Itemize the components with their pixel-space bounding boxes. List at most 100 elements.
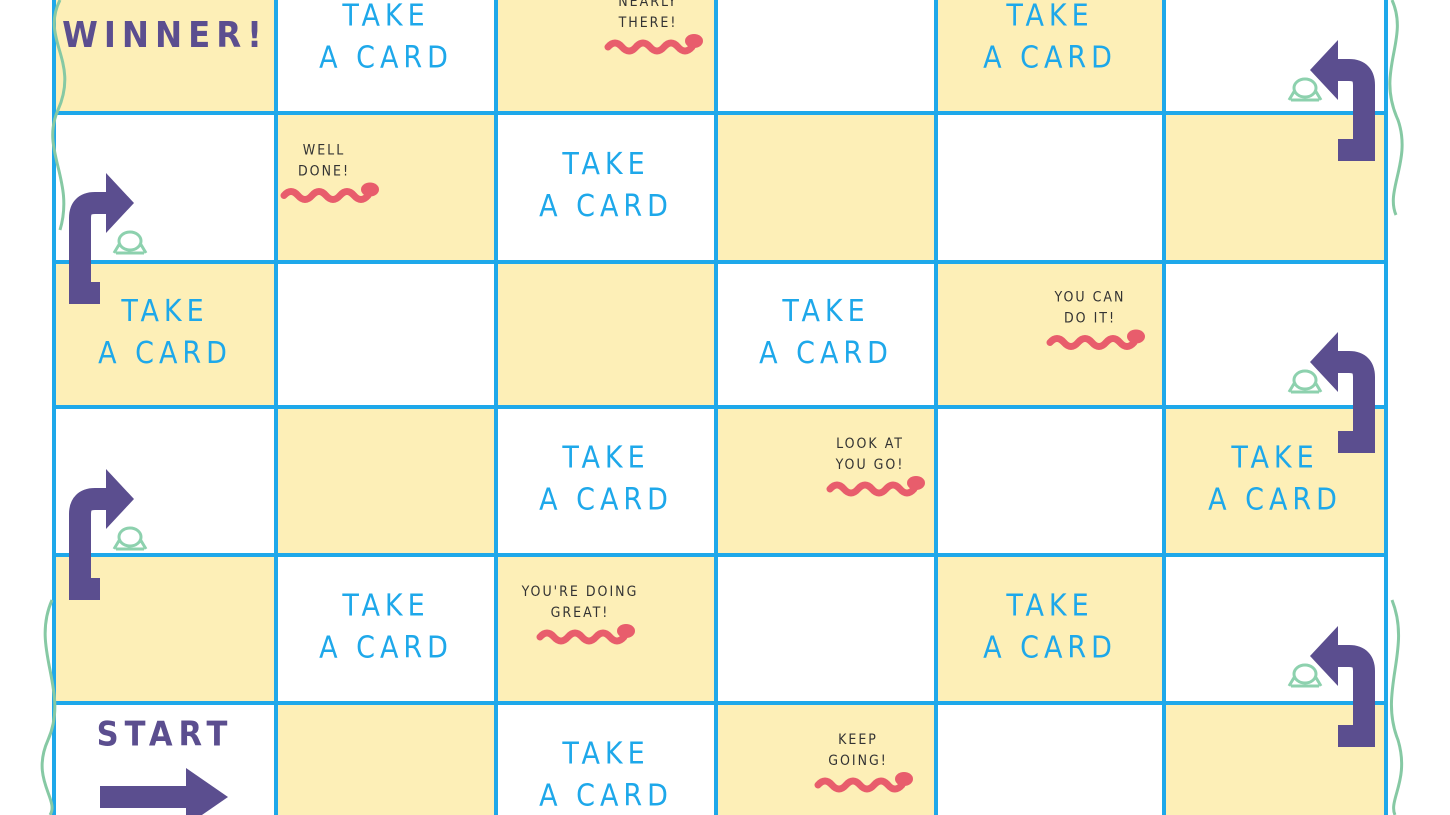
board-cell [716,703,936,815]
board-cell [936,113,1164,262]
board-cell [1164,0,1386,113]
take-card-text: TAKE [1230,441,1318,476]
board-cell [716,262,936,407]
board-cell [936,0,1164,113]
take-card-text: TAKE [561,441,649,476]
message-text: THERE! [618,15,678,31]
take-card-text: TAKE [341,0,429,34]
turn-arrow-head [1310,40,1338,100]
message-text: LOOK AT [836,436,904,452]
board-cell [716,0,936,113]
vine [51,0,67,231]
vine [1389,599,1404,815]
cells [52,0,1388,815]
board-cell [276,262,496,407]
board-cell [716,407,936,555]
take-card-text: TAKE [1005,0,1093,34]
message-text: WELL [303,143,345,159]
turn-arrow-head [1310,332,1338,392]
take-card-text: TAKE [1005,589,1093,624]
labels: WINNER! TAKE A CARD NEARLY THERE! TAKE A CARD W… [62,0,1342,814]
board-cell [1164,113,1386,262]
vines [40,0,1404,815]
decorations [69,34,1375,815]
turn-arrow [69,192,110,304]
board-cell [1164,555,1386,703]
board-cell [54,0,276,113]
take-card-text: TAKE [561,147,649,182]
take-card-text: A CARD [1208,483,1342,518]
board-cell [276,555,496,703]
board-cell [496,113,716,262]
frog [117,230,143,252]
message-text: GREAT! [551,605,610,621]
take-card-text: A CARD [983,41,1117,76]
board-cell [1164,407,1386,555]
worm-head [1127,329,1145,344]
message-text: DONE! [298,164,350,180]
take-card-text: A CARD [319,41,453,76]
worm [826,481,918,497]
board-cell [496,703,716,815]
take-card-text: A CARD [539,189,673,224]
message-text: DO IT! [1064,311,1116,327]
board-cell [936,407,1164,555]
take-card-text: TAKE [781,294,869,329]
board-cell [276,703,496,815]
turn-arrow [69,488,110,600]
frog-legs [1287,89,1323,102]
board-cell [276,0,496,113]
board-cell [276,113,496,262]
turn-arrow-head [106,469,134,529]
message-text: YOU CAN [1054,290,1126,306]
winner-text: WINNER! [62,15,268,56]
frog-legs [1287,675,1323,688]
worm [280,188,372,203]
turn-arrow [1335,351,1375,453]
take-card-text: A CARD [319,631,453,666]
take-card-text: A CARD [539,483,673,518]
board-cell [716,555,936,703]
frog [1292,663,1318,685]
frog [1292,369,1318,391]
message-text: GOING! [828,753,888,769]
turn-arrow [1335,59,1375,161]
board-cell [1164,703,1386,815]
board-cell [496,0,716,113]
take-card-text: A CARD [539,779,673,814]
take-card-text: A CARD [98,336,232,371]
take-card-text: A CARD [983,631,1117,666]
board-cell [496,555,716,703]
board-cell [276,407,496,555]
worm-head [361,182,379,197]
worm-head [895,772,913,786]
worm-head [685,34,703,48]
worm [814,777,906,793]
message-text: KEEP [838,732,878,748]
turn-arrow-head [1310,626,1338,686]
take-card-text: TAKE [341,589,429,624]
take-card-text: A CARD [759,336,893,371]
board-cell [936,555,1164,703]
take-card-text: TAKE [561,737,649,772]
worm-head [617,624,635,638]
worm [536,629,628,645]
turn-arrow [1335,645,1375,747]
turn-arrow-head [106,173,134,233]
vine [40,599,57,815]
frog-legs [112,538,148,551]
frog [117,526,143,548]
board-cell [716,113,936,262]
start-text: START [97,715,234,755]
frog-legs [112,242,148,255]
worm [1046,335,1138,350]
vine [1388,0,1404,216]
take-card-text: TAKE [120,294,208,329]
worm-head [907,476,925,490]
frog [1292,77,1318,99]
message-text: YOU GO! [835,457,905,473]
message-text: YOU'RE DOING [521,584,639,600]
board-cell [936,703,1164,815]
